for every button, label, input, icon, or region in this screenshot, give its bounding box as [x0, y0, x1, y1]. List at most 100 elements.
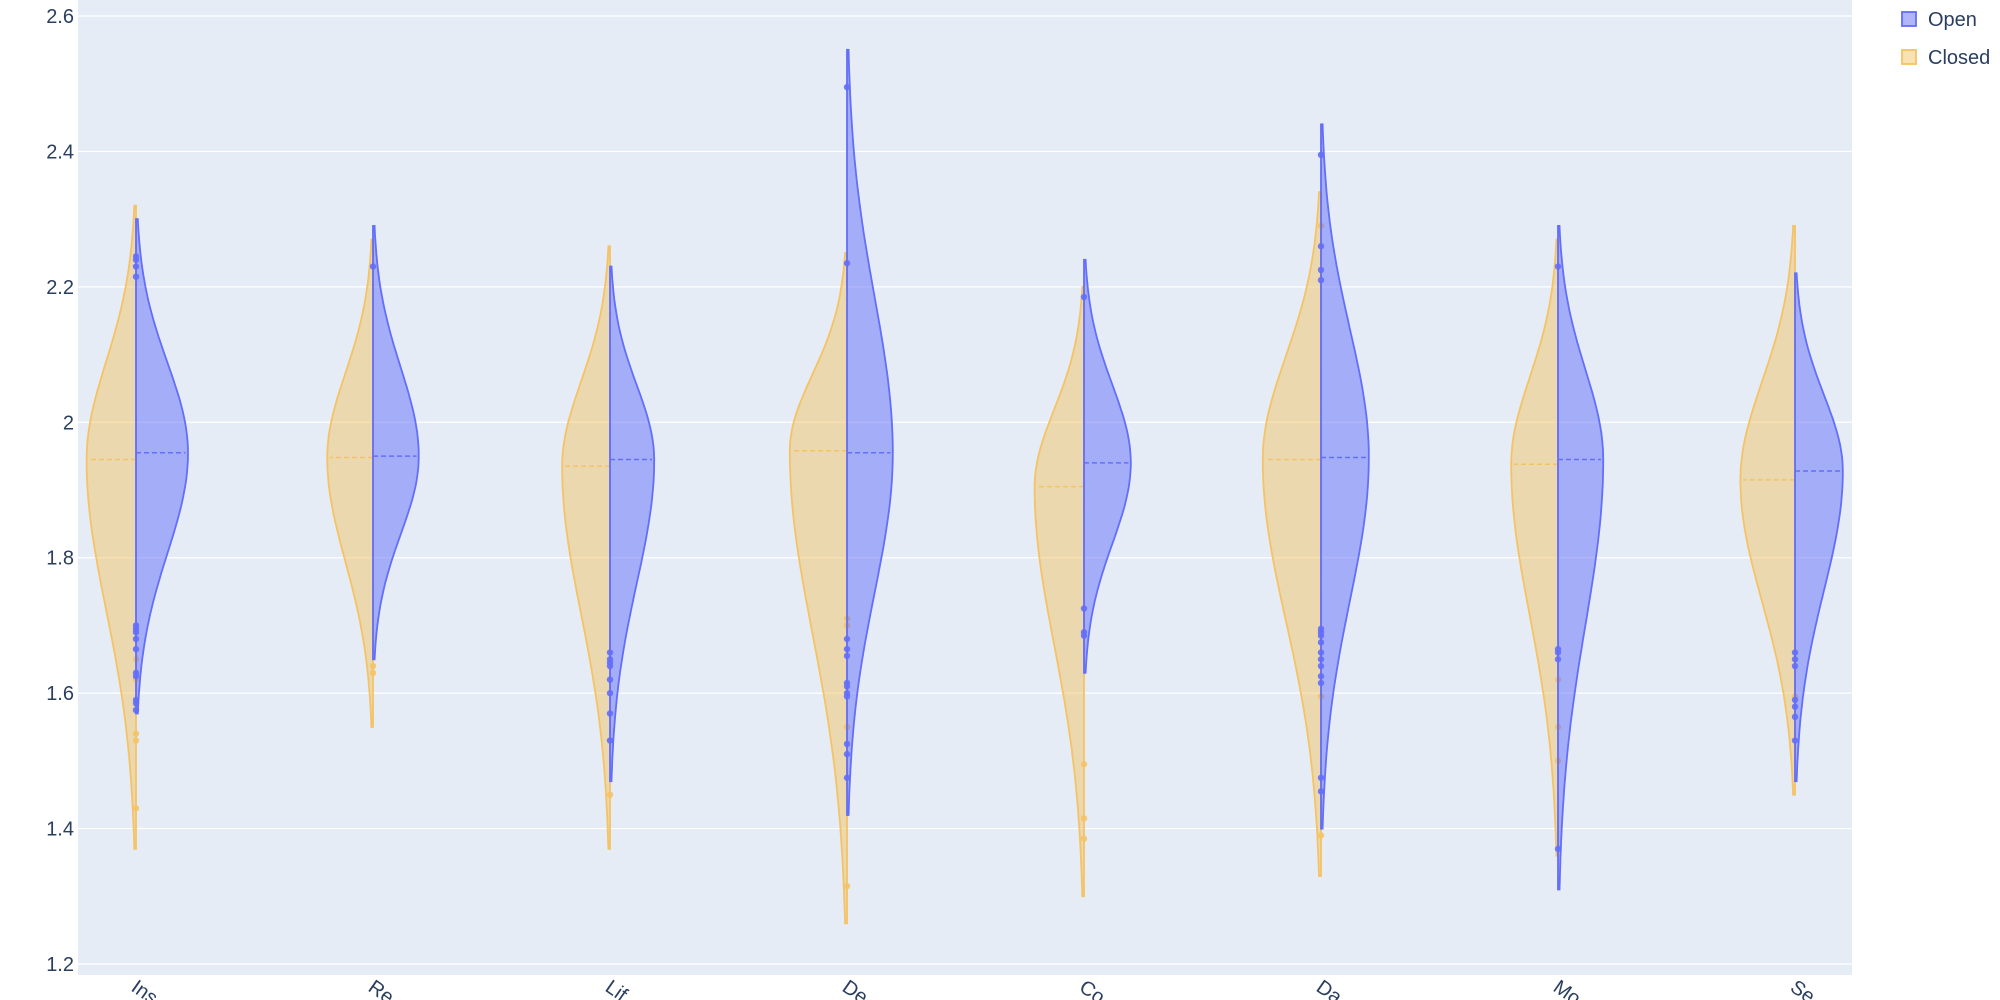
outlier-point	[132, 263, 140, 270]
outlier-point	[1791, 696, 1799, 704]
outlier-point	[1791, 656, 1799, 663]
outlier-point	[843, 679, 851, 687]
x-tick-label: Se	[1786, 976, 1819, 1000]
y-tick-label: 2.4	[46, 141, 74, 163]
violin-open-7	[1791, 272, 1844, 783]
outlier-point	[1554, 645, 1562, 653]
outlier-point	[843, 83, 851, 91]
violin-half	[1794, 272, 1844, 783]
y-tick-label: 1.4	[46, 819, 74, 841]
legend-item-open[interactable]: Open	[1901, 9, 1977, 31]
outlier-point	[606, 656, 614, 663]
outlier-point	[606, 710, 614, 717]
outlier-point	[843, 689, 851, 697]
violin-half	[85, 204, 137, 850]
y-tick-label: 1.2	[46, 954, 74, 976]
violin-closed-2	[561, 245, 614, 850]
outlier-point	[1317, 679, 1325, 687]
violin-closed-0	[85, 204, 140, 850]
outlier-point	[1317, 774, 1325, 781]
x-tick-label: Re	[364, 976, 398, 1000]
outlier-point	[843, 259, 851, 267]
violin-open-2	[606, 265, 656, 783]
legend-swatch	[1901, 49, 1917, 65]
outlier-point	[1317, 788, 1325, 795]
violin-half	[1557, 224, 1605, 891]
legend-swatch	[1901, 11, 1917, 27]
outlier-point	[843, 635, 851, 643]
outlier-point	[132, 635, 140, 643]
violin-half	[609, 265, 656, 783]
outlier-point	[843, 774, 851, 781]
legend-label: Closed	[1928, 47, 1990, 69]
y-tick-label: 1.6	[46, 683, 74, 705]
violin-half	[561, 245, 611, 850]
x-tick-label: Mo	[1549, 976, 1584, 1000]
outlier-point	[132, 805, 140, 812]
outlier-point	[1317, 625, 1325, 633]
outlier-point	[132, 622, 140, 629]
violin-half	[1739, 224, 1796, 796]
outlier-point	[132, 706, 140, 714]
x-tick-label: De	[838, 976, 872, 1000]
outlier-point	[606, 676, 614, 683]
outlier-point	[1317, 243, 1325, 250]
violin-open-4	[1080, 258, 1132, 674]
outlier-point	[132, 737, 140, 744]
outlier-point	[132, 696, 140, 704]
outlier-point	[606, 649, 614, 656]
outlier-point	[1554, 656, 1562, 663]
violin-closed-4	[1033, 285, 1088, 898]
y-tick-label: 1.8	[46, 548, 74, 570]
violin-half	[1261, 191, 1322, 877]
outlier-point	[843, 652, 851, 660]
outlier-point	[1317, 639, 1325, 646]
outlier-point	[132, 730, 140, 737]
outlier-point	[1317, 662, 1325, 670]
legend[interactable]: Open Closed	[1901, 9, 1990, 69]
violin-open-1	[369, 224, 420, 661]
violin-half	[1083, 258, 1132, 674]
violin-open-0	[132, 218, 189, 715]
y-tick-label: 2.2	[46, 277, 74, 299]
outlier-point	[369, 263, 377, 270]
outlier-point	[1317, 673, 1325, 680]
violins	[85, 48, 1844, 925]
outlier-point	[1080, 629, 1088, 636]
outlier-point	[1791, 703, 1799, 710]
outlier-point	[1080, 605, 1088, 612]
outlier-point	[1080, 835, 1088, 842]
y-tick-label: 2.6	[46, 6, 74, 28]
outlier-point	[843, 882, 851, 890]
x-tick-label: Ins	[127, 976, 161, 1000]
violin-open-3	[843, 48, 894, 816]
outlier-point	[843, 740, 851, 748]
outlier-point	[1080, 761, 1088, 768]
outlier-point	[1317, 266, 1325, 274]
violin-half	[1033, 285, 1085, 898]
outlier-point	[369, 669, 377, 677]
outlier-point	[1554, 845, 1562, 853]
outlier-point	[1317, 649, 1325, 656]
violin-open-5	[1317, 123, 1370, 830]
outlier-point	[1554, 263, 1562, 270]
violin-half	[846, 48, 894, 816]
legend-item-closed[interactable]: Closed	[1901, 47, 1990, 69]
outlier-point	[843, 750, 851, 758]
legend-label: Open	[1928, 9, 1977, 31]
violin-closed-1	[326, 238, 377, 728]
x-tick-label: Co	[1075, 976, 1109, 1000]
outlier-point	[1317, 832, 1325, 839]
outlier-point	[1317, 276, 1325, 284]
violin-half	[1320, 123, 1370, 830]
violin-open-6	[1554, 224, 1605, 891]
outlier-point	[843, 645, 851, 653]
outlier-point	[1791, 662, 1799, 670]
outlier-point	[606, 791, 614, 798]
outlier-point	[132, 645, 140, 653]
violin-closed-5	[1261, 191, 1325, 877]
violin-half	[326, 238, 374, 728]
outlier-point	[1791, 649, 1799, 656]
outlier-point	[369, 662, 377, 670]
